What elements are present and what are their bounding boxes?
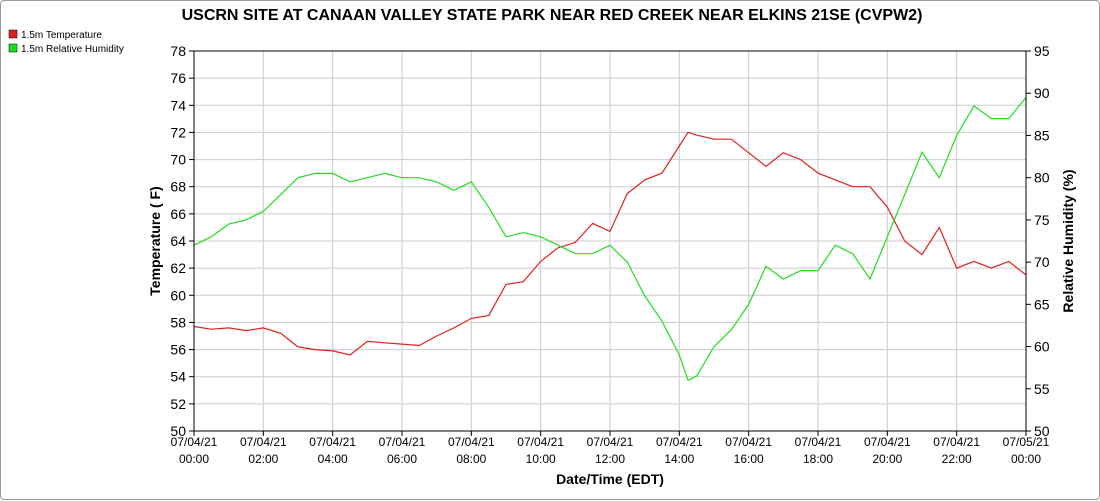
- x-tick-date: 07/04/21: [171, 435, 218, 449]
- y-left-tick-label: 74: [170, 97, 186, 113]
- y-right-tick-labels: 50 55 60 65 70 75 80 85 90 95: [1034, 43, 1050, 439]
- plot-area-border: [193, 50, 1027, 432]
- y-left-tick-label: 60: [170, 287, 186, 303]
- grid: [193, 50, 1027, 432]
- x-tick-date: 07/04/21: [379, 435, 426, 449]
- y-left-tick-labels: 50 52 54 56 58 60 62 64 66 68 70 72 74 76 78: [170, 43, 186, 439]
- legend-label-humidity: 1.5m Relative Humidity: [21, 44, 124, 55]
- y-right-tick-label: 90: [1034, 85, 1050, 101]
- x-tick-date: 07/04/21: [448, 435, 495, 449]
- series-line-temperature: [193, 131, 1027, 356]
- x-tick-time: 16:00: [734, 452, 764, 466]
- x-tick-date: 07/04/21: [587, 435, 634, 449]
- y-left-tick-label: 78: [170, 43, 186, 59]
- y-right-tick-label: 95: [1034, 43, 1050, 59]
- x-tick-date: 07/05/21: [1003, 435, 1050, 449]
- y-right-tick-label: 55: [1034, 381, 1050, 397]
- y-left-tick-label: 62: [170, 260, 186, 276]
- y-left-tick-label: 66: [170, 206, 186, 222]
- x-tick-time: 00:00: [179, 452, 209, 466]
- x-tick-time: 10:00: [526, 452, 556, 466]
- x-tick-time: 12:00: [595, 452, 625, 466]
- x-tick-time: 04:00: [318, 452, 348, 466]
- x-tick-time: 18:00: [803, 452, 833, 466]
- x-tick-time: 20:00: [872, 452, 902, 466]
- y-left-tick-label: 52: [170, 396, 186, 412]
- legend-label-temperature: 1.5m Temperature: [21, 30, 102, 41]
- x-tick-date: 07/04/21: [933, 435, 980, 449]
- y-left-tick-label: 68: [170, 179, 186, 195]
- series-layer: [193, 97, 1027, 382]
- y-left-tick-label: 76: [170, 70, 186, 86]
- x-tick-date: 07/04/21: [864, 435, 911, 449]
- legend-swatch-humidity: [8, 43, 18, 53]
- x-tick-date: 07/04/21: [656, 435, 703, 449]
- y-left-tick-label: 54: [170, 369, 186, 385]
- legend-swatch-temperature: [8, 29, 18, 39]
- x-tick-time: 06:00: [387, 452, 417, 466]
- y-right-axis-label: Relative Humidity (%): [1060, 169, 1076, 312]
- y-left-tick-label: 64: [170, 233, 186, 249]
- y-left-tick-label: 58: [170, 314, 186, 330]
- y-left-axis-label: Temperature ( F): [147, 186, 163, 295]
- axes: [189, 50, 1031, 436]
- y-right-tick-label: 75: [1034, 212, 1050, 228]
- y-right-tick-label: 85: [1034, 127, 1050, 143]
- y-right-tick-label: 50: [1034, 423, 1050, 439]
- y-right-tick-label: 80: [1034, 170, 1050, 186]
- x-tick-date: 07/04/21: [725, 435, 772, 449]
- x-tick-time: 00:00: [1011, 452, 1041, 466]
- x-tick-time: 02:00: [248, 452, 278, 466]
- y-left-tick-label: 56: [170, 342, 186, 358]
- x-tick-date: 07/04/21: [517, 435, 564, 449]
- x-tick-date: 07/04/21: [240, 435, 287, 449]
- chart-title: USCRN SITE AT CANAAN VALLEY STATE PARK N…: [182, 7, 923, 24]
- x-tick-date: 07/04/21: [309, 435, 356, 449]
- x-tick-time: 22:00: [942, 452, 972, 466]
- x-tick-time: 14:00: [664, 452, 694, 466]
- legend: 1.5m Temperature 1.5m Relative Humidity: [8, 29, 124, 55]
- y-right-tick-label: 65: [1034, 296, 1050, 312]
- series-line-humidity: [193, 97, 1027, 382]
- y-left-tick-label: 50: [170, 423, 186, 439]
- y-right-tick-label: 70: [1034, 254, 1050, 270]
- y-right-tick-label: 60: [1034, 339, 1050, 355]
- x-axis-label: Date/Time (EDT): [556, 471, 664, 487]
- y-left-tick-label: 70: [170, 152, 186, 168]
- x-tick-labels: 07/04/21 00:00 07/04/21 02:00 07/04/21 04:00 0…: [171, 435, 1050, 466]
- x-tick-time: 08:00: [456, 452, 486, 466]
- y-left-tick-label: 72: [170, 124, 186, 140]
- x-tick-date: 07/04/21: [795, 435, 842, 449]
